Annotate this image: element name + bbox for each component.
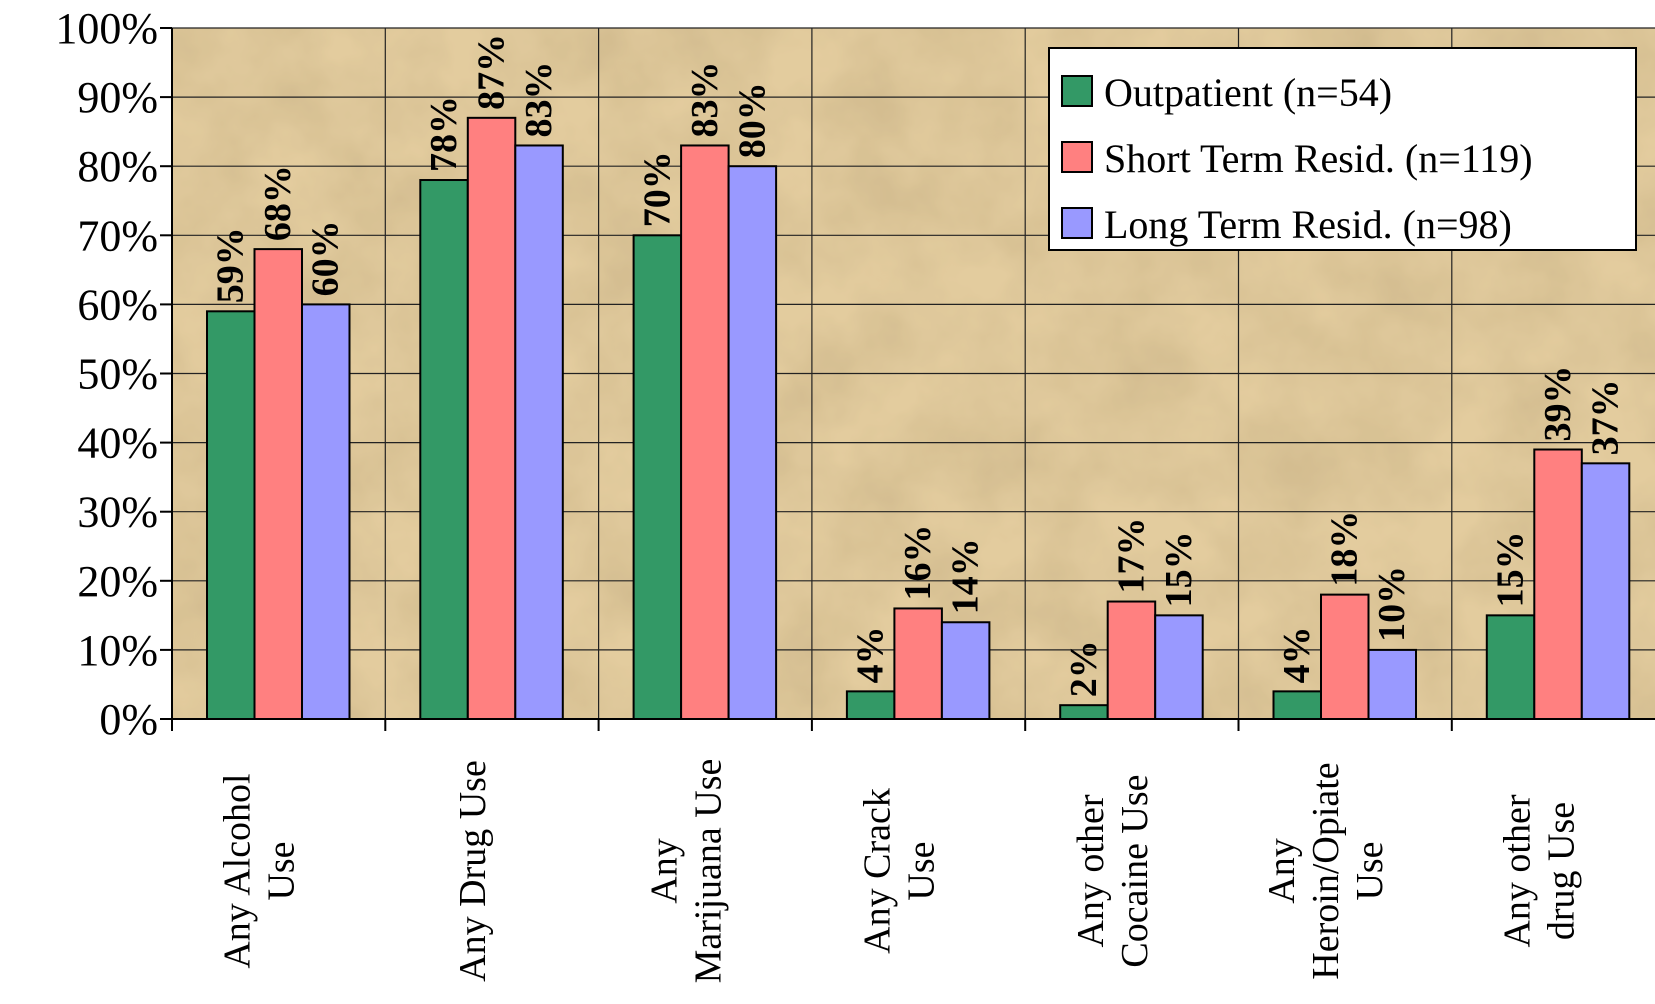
bar [1059,704,1109,720]
bar [940,621,991,721]
data-labels: 59%78%70%4% 2% 4%15%68%87% 83%16% 17% 18%39%6… [210,34,1627,697]
data-label: 39% [1537,366,1579,442]
y-tick-label: 30% [77,488,158,537]
y-tick-label: 40% [77,419,158,468]
y-tick-labels: 0% 10% 20% 30% 40% 50% 60% 70% 80% 90% 100% [55,4,158,744]
data-label: 59% [210,227,252,303]
bar [632,234,683,721]
y-tick-label: 80% [77,142,158,191]
category-label-line: Any Drug Use [452,760,494,982]
bar [727,165,778,720]
data-label: 83% [518,61,560,137]
category-label-line: Use [261,841,303,900]
data-label: 4% [850,626,892,683]
category-label-line: Heroin/Opiate [1305,762,1347,979]
category-label-line: Use [1349,841,1391,900]
bar [1272,690,1322,720]
category-label: Any other drug Use [1496,794,1582,947]
bar [1367,648,1417,721]
data-label: 17% [1110,518,1152,594]
bar [253,248,303,720]
y-tick-label: 50% [77,350,158,399]
data-label: 18% [1324,511,1366,587]
category-label-line: Any [1261,838,1303,903]
category-label-line: drug Use [1540,802,1582,940]
bar [1485,614,1536,720]
y-tick-label: 60% [77,280,158,329]
legend-box [1048,47,1637,251]
category-label-line: Marijuana Use [687,759,729,984]
x-category-labels: Any Alcohol Use Any Drug Use Any Marijuana U… [217,759,1583,984]
bar [1580,462,1631,720]
y-tick-label: 100% [55,4,158,53]
data-label: 60% [305,220,347,296]
bar [206,310,256,720]
bar [893,607,943,720]
data-label: 4% [1276,626,1318,683]
category-label: Any Crack Use [857,788,943,954]
bars [206,116,1631,721]
category-label: Any Alcohol Use [217,773,303,968]
data-label: 10% [1371,566,1413,642]
category-label: Any Drug Use [452,760,494,982]
category-label-line: Any Alcohol [217,773,259,968]
bar [514,144,564,721]
data-label: 87% [471,34,513,110]
data-label: 2% [1063,640,1105,697]
legend-swatch [1061,141,1093,173]
bar [1533,448,1583,720]
data-label: 15% [1490,531,1532,607]
category-label-line: Cocaine Use [1114,774,1156,967]
data-label: 15% [1158,531,1200,607]
bar [680,144,730,721]
legend: Outpatient (n=54) Short Term Resid. (n=11… [1048,47,1637,251]
y-tick-label: 90% [77,73,158,122]
y-tick-label: 0% [99,695,158,744]
data-label: 80% [731,82,773,158]
category-label-line: Any Crack [857,788,899,954]
category-label-line: Any other [1496,794,1538,947]
category-label-line: Use [901,841,943,900]
legend-label: Short Term Resid. (n=119) [1104,136,1533,181]
data-label: 16% [897,524,939,600]
category-label: Any Marijuana Use [643,759,729,984]
category-label-line: Any other [1070,794,1112,947]
y-tick-label: 20% [77,557,158,606]
data-label: 78% [423,96,465,172]
bar [1154,614,1204,720]
legend-swatch [1061,75,1093,107]
bar [1106,600,1157,721]
y-tick-label: 10% [77,626,158,675]
bar [1320,593,1370,720]
legend-label: Long Term Resid. (n=98) [1104,202,1512,247]
bar [301,303,351,720]
data-label: 83% [684,61,726,137]
legend-swatch [1061,207,1093,239]
bar [419,179,469,720]
data-label: 37% [1585,379,1627,455]
axes [160,27,1655,731]
bar [845,690,896,720]
data-label: 68% [257,165,299,241]
category-label-line: Any [643,838,685,903]
category-label: Any Heroin/Opiate Use [1261,762,1391,979]
data-label: 70% [636,151,678,227]
legend-label: Outpatient (n=54) [1104,70,1392,115]
category-label: Any other Cocaine Use [1070,774,1156,967]
y-tick-label: 70% [77,211,158,260]
data-label: 14% [945,538,987,614]
bar [466,116,517,720]
